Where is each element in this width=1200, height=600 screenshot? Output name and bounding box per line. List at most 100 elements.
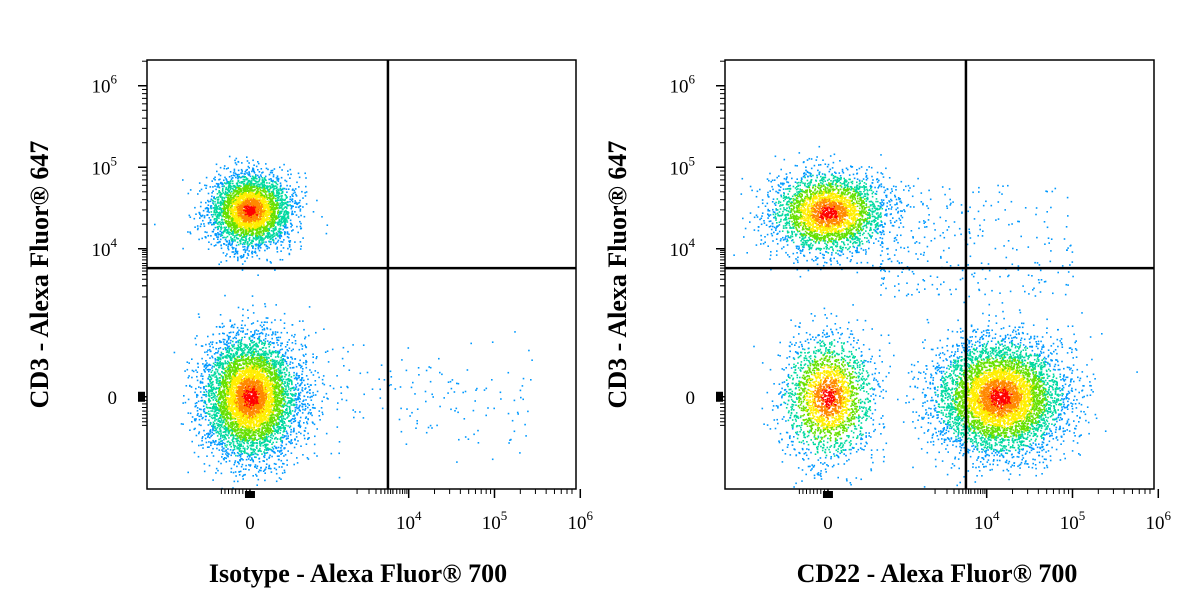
event-dot <box>289 240 292 242</box>
event-dot <box>224 212 227 214</box>
event-dot <box>286 226 289 229</box>
event-dot <box>270 235 272 238</box>
event-dot <box>227 448 229 450</box>
event-dot <box>286 390 288 393</box>
event-dot <box>262 186 265 188</box>
event-dot <box>223 197 226 200</box>
event-dot <box>235 202 238 205</box>
event-dot <box>271 224 273 226</box>
event-dot <box>211 410 214 412</box>
event-dot <box>228 203 231 205</box>
event-dot <box>226 188 228 190</box>
event-dot <box>255 195 258 197</box>
event-dot <box>221 189 224 191</box>
event-dot <box>266 200 268 203</box>
event-dot <box>217 205 220 207</box>
event-dot <box>230 208 232 211</box>
event-dot <box>226 253 228 255</box>
event-dot <box>268 178 270 181</box>
event-dot <box>224 182 226 184</box>
event-dot <box>257 247 260 250</box>
event-dot <box>227 229 229 231</box>
event-dot <box>225 204 228 207</box>
event-dot <box>268 342 271 344</box>
event-dot <box>286 196 288 198</box>
event-dot <box>288 383 290 385</box>
event-dot <box>286 231 289 233</box>
event-dot <box>279 432 281 434</box>
event-dot <box>256 231 258 233</box>
event-dot <box>263 241 265 243</box>
event-dot <box>267 204 270 207</box>
event-dot <box>198 444 200 447</box>
event-dot <box>236 224 238 227</box>
event-dot <box>325 232 328 235</box>
event-dot <box>280 459 283 462</box>
event-dot <box>255 174 257 176</box>
event-dot <box>267 214 269 216</box>
event-dot <box>233 225 235 228</box>
event-dot <box>248 198 250 200</box>
event-dot <box>268 223 270 225</box>
event-dot <box>316 199 318 202</box>
event-dot <box>227 232 230 235</box>
event-dot <box>239 184 241 187</box>
event-dot <box>286 191 288 193</box>
event-dot <box>287 215 290 217</box>
event-dot <box>226 212 229 214</box>
event-dot <box>258 242 260 244</box>
event-dot <box>233 256 236 258</box>
event-dot <box>258 218 260 221</box>
event-dot <box>229 225 231 228</box>
event-dot <box>272 240 275 242</box>
event-dot <box>271 223 273 226</box>
event-dot <box>293 202 296 205</box>
event-dot <box>289 198 291 201</box>
event-dot <box>272 212 275 215</box>
event-dot <box>291 189 294 191</box>
event-dot <box>219 207 221 209</box>
event-dot <box>228 216 231 218</box>
event-dot <box>251 251 253 254</box>
event-dot <box>248 250 250 252</box>
event-dot <box>268 193 270 195</box>
event-dot <box>154 223 156 226</box>
event-dot <box>280 240 282 243</box>
event-dot <box>215 234 218 237</box>
event-dot <box>250 191 252 194</box>
event-dot <box>208 374 211 376</box>
event-dot <box>209 436 211 439</box>
event-dot <box>254 229 257 231</box>
event-dot <box>246 156 248 158</box>
event-dot <box>272 222 274 225</box>
event-dot <box>209 219 212 221</box>
event-dot <box>273 235 276 237</box>
event-dot <box>255 197 257 199</box>
event-dot <box>267 210 270 213</box>
event-dot <box>281 348 283 351</box>
event-dot <box>276 190 278 193</box>
event-dot <box>294 410 296 413</box>
event-dot <box>215 244 217 246</box>
event-dot <box>244 236 247 238</box>
event-dot <box>214 179 216 181</box>
event-dot <box>258 185 260 188</box>
event-dot <box>279 166 281 169</box>
event-dot <box>287 247 289 250</box>
event-dot <box>238 187 241 189</box>
event-dot <box>290 207 293 210</box>
event-dot <box>271 199 274 201</box>
event-dot <box>231 205 233 207</box>
event-dot <box>281 206 283 208</box>
event-dot <box>266 198 269 200</box>
event-dot <box>229 188 232 191</box>
event-dot <box>252 245 254 247</box>
event-dot <box>253 212 256 214</box>
event-dot <box>246 160 249 162</box>
event-dot <box>280 192 283 195</box>
event-dot <box>283 214 285 217</box>
event-dot <box>244 184 247 186</box>
event-dot <box>214 176 216 179</box>
event-dot <box>245 236 247 238</box>
event-dot <box>234 250 237 252</box>
